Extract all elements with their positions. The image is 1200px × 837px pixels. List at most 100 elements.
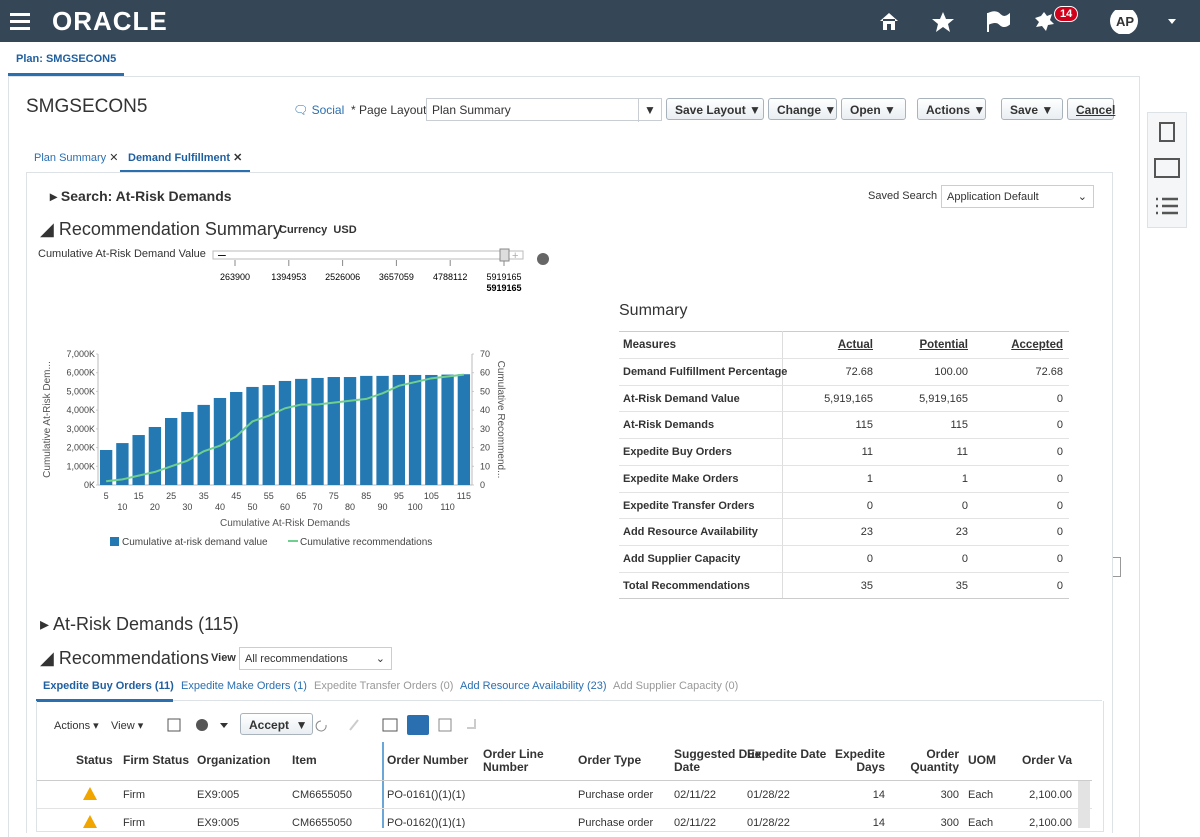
favorites-icon[interactable]: [932, 12, 954, 32]
table-cell: 0: [973, 473, 1063, 485]
column-header[interactable]: Organization: [197, 754, 287, 767]
table-cell: 35: [783, 580, 873, 592]
open-button[interactable]: Open ▼: [841, 98, 906, 120]
x-tick-label: 25: [166, 491, 176, 501]
section-header[interactable]: ▸ At-Risk Demands (115): [40, 614, 239, 635]
column-header[interactable]: Actual: [783, 339, 873, 351]
format-icon[interactable]: [168, 719, 180, 731]
section-header[interactable]: ◢ Recommendations: [40, 648, 209, 669]
panel-toggle[interactable]: [1112, 557, 1121, 577]
x-tick-label: 115: [457, 491, 471, 501]
button-text: Save: [1010, 103, 1038, 117]
notification-badge: 14: [1054, 6, 1078, 22]
go-icon[interactable]: [196, 719, 208, 731]
x-axis-title: Cumulative At-Risk Demands: [220, 518, 350, 529]
column-header[interactable]: Order Va: [992, 754, 1072, 767]
wrap-icon: [467, 719, 475, 728]
plan-tab[interactable]: Plan: SMGSECON5: [8, 53, 124, 76]
y2-tick-label: 0: [480, 480, 485, 490]
save-layout-button[interactable]: Save Layout ▼: [666, 98, 764, 120]
column-header[interactable]: Item: [292, 754, 382, 767]
bar: [393, 375, 405, 485]
brand[interactable]: ORACLE: [52, 6, 168, 37]
side-panel: [1147, 112, 1187, 228]
slider-handle[interactable]: [500, 249, 509, 261]
x-tick-label: 105: [424, 491, 439, 501]
rec-tab[interactable]: Expedite Buy Orders (11): [43, 680, 174, 692]
accept-button[interactable]: Accept ▼: [240, 713, 313, 735]
column-header[interactable]: Accepted: [973, 339, 1063, 351]
list-icon[interactable]: [1156, 199, 1178, 213]
filter-icon[interactable]: [383, 719, 397, 731]
table-cell: 0: [878, 500, 968, 512]
section-header[interactable]: ◢ Recommendation Summary: [40, 219, 282, 240]
bar: [425, 375, 437, 485]
x-tick-label: 90: [378, 502, 388, 512]
doc-icon[interactable]: [1160, 123, 1174, 141]
undo-icon[interactable]: [316, 721, 326, 731]
y-axis-title: Cumulative At-Risk Dem...: [42, 361, 53, 478]
subtab-active[interactable]: Demand Fulfillment ✕: [120, 151, 250, 172]
column-header[interactable]: Order Type: [578, 754, 668, 767]
actions-menu[interactable]: Actions ▾: [54, 719, 99, 732]
warning-icon: [83, 815, 97, 828]
view-menu[interactable]: View ▾: [111, 719, 143, 732]
freeze-icon[interactable]: [407, 715, 429, 735]
bar: [246, 387, 258, 485]
section-title: Recommendation Summary: [59, 219, 282, 239]
x-tick-label: 110: [440, 502, 454, 512]
legend-swatch: [110, 537, 119, 546]
column-header[interactable]: Potential: [878, 339, 968, 351]
slider-go[interactable]: [537, 253, 549, 265]
subtab[interactable]: Plan Summary ✕: [34, 151, 118, 164]
row-rule: [619, 438, 1069, 439]
notifications-icon[interactable]: [1035, 12, 1054, 31]
row-rule: [37, 808, 1092, 809]
rec-tab[interactable]: Expedite Make Orders (1): [181, 680, 307, 692]
social-link[interactable]: 🗨 Social: [293, 103, 344, 117]
social-text[interactable]: Social: [312, 103, 345, 117]
table-cell: Expedite Buy Orders: [623, 446, 732, 458]
column-header[interactable]: Order Quantity: [879, 748, 959, 774]
home-icon[interactable]: [880, 13, 898, 30]
saved-search-select[interactable]: Application Default⌄: [941, 185, 1094, 208]
legend-label: Cumulative at-risk demand value: [122, 537, 268, 548]
slider-minus: –: [218, 246, 226, 262]
row-rule: [619, 411, 1069, 412]
view-select[interactable]: All recommendations⌄: [239, 647, 392, 670]
table-cell: 0: [973, 580, 1063, 592]
table-cell: 35: [878, 580, 968, 592]
detach-icon[interactable]: [439, 719, 451, 731]
column-header[interactable]: Order Line Number: [483, 748, 573, 774]
menu-icon[interactable]: [10, 12, 32, 30]
x-tick-label: 35: [199, 491, 209, 501]
bar: [198, 405, 210, 485]
cancel-button[interactable]: Cancel: [1067, 98, 1114, 120]
x-tick-label: 95: [394, 491, 404, 501]
rec-tab[interactable]: Add Resource Availability (23): [460, 680, 607, 692]
search-header[interactable]: ▸ Search: At-Risk Demands: [50, 188, 232, 205]
scrollbar[interactable]: [1078, 781, 1090, 828]
change-button[interactable]: Change ▼: [768, 98, 837, 120]
flag-icon[interactable]: [988, 12, 1009, 32]
layout-icon[interactable]: [1155, 159, 1179, 177]
actions-button[interactable]: Actions ▼: [917, 98, 986, 120]
table-cell: 1: [783, 473, 873, 485]
table-cell: 72.68: [973, 366, 1063, 378]
menu-text: View: [111, 720, 135, 732]
frozen-divider: [382, 742, 384, 828]
page-layout-label: * Page Layout: [351, 103, 426, 117]
table-cell: 115: [783, 419, 873, 431]
user-menu-caret[interactable]: [1168, 19, 1176, 24]
save-button[interactable]: Save ▼: [1001, 98, 1063, 120]
column-header[interactable]: Order Number: [387, 754, 477, 767]
y2-tick-label: 50: [480, 386, 490, 396]
page-layout-select[interactable]: Plan Summary▼: [426, 98, 662, 121]
column-header[interactable]: Expedite Days: [805, 748, 885, 774]
button-text: Change: [777, 103, 821, 117]
slider-tick-label: 263900: [220, 272, 250, 282]
slider-tick-label: 5919165: [486, 272, 521, 282]
table-cell: 0: [783, 500, 873, 512]
grid-cell: 14: [805, 817, 885, 828]
slider[interactable]: –+26390013949532526006365705947881125919…: [210, 244, 560, 296]
